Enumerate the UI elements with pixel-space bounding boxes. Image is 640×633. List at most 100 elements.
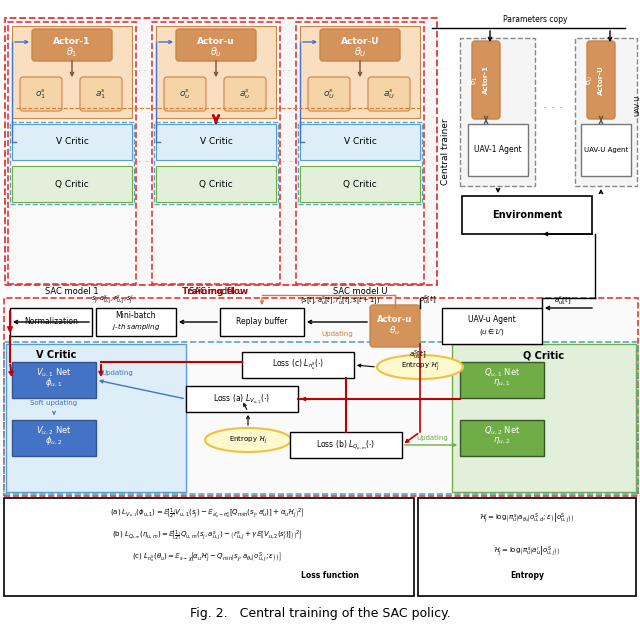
FancyBboxPatch shape — [224, 77, 266, 111]
Text: Central trainer: Central trainer — [440, 119, 449, 185]
Bar — [452, 344, 636, 492]
Bar — [154, 122, 278, 204]
Text: (a) $L_{V_{u,1}}(\phi_{u,1}) = \mathbb{E}\!\left[\frac{1}{2}\!\left(V_{u,1}(s_j): (a) $L_{V_{u,1}}(\phi_{u,1}) = \mathbb{E… — [110, 507, 304, 521]
Text: Entropy: Entropy — [510, 570, 544, 579]
FancyBboxPatch shape — [370, 305, 420, 347]
Text: Q Critic: Q Critic — [343, 180, 377, 189]
FancyBboxPatch shape — [32, 29, 112, 61]
Text: UAV-U
Agent: UAV-U Agent — [634, 94, 640, 116]
Bar — [12, 166, 132, 202]
Text: V Critic: V Critic — [344, 137, 376, 146]
Text: $(u \in \mathcal{U})$: $(u \in \mathcal{U})$ — [479, 327, 505, 337]
Text: Q Critic: Q Critic — [199, 180, 233, 189]
Bar — [8, 22, 136, 284]
Text: V Critic: V Critic — [200, 137, 232, 146]
FancyBboxPatch shape — [368, 77, 410, 111]
Text: Environment: Environment — [492, 210, 562, 220]
Text: $s_j, a_{u,j}^s, r_{u,j}^s, s_j^{\prime}$: $s_j, a_{u,j}^s, r_{u,j}^s, s_j^{\prime}… — [91, 293, 133, 306]
Bar — [152, 22, 280, 284]
Text: $\theta_U$: $\theta_U$ — [354, 45, 366, 59]
Ellipse shape — [205, 428, 291, 452]
Text: Q Critic: Q Critic — [55, 180, 89, 189]
Text: Fig. 2.   Central training of the SAC policy.: Fig. 2. Central training of the SAC poli… — [189, 608, 451, 620]
Bar — [581, 124, 631, 176]
Text: V Critic: V Critic — [36, 350, 76, 360]
FancyBboxPatch shape — [587, 41, 615, 119]
Bar — [462, 196, 592, 234]
Bar — [460, 38, 535, 186]
FancyBboxPatch shape — [80, 77, 122, 111]
Text: $o_u^s$: $o_u^s$ — [179, 87, 191, 101]
Bar — [298, 122, 422, 204]
Text: Actor-u: Actor-u — [197, 37, 235, 46]
Text: Actor-U: Actor-U — [340, 37, 380, 46]
Text: Loss (b) $L_{Q_{u,m}}(\cdot)$: Loss (b) $L_{Q_{u,m}}(\cdot)$ — [317, 439, 376, 451]
Text: . . .: . . . — [543, 99, 563, 111]
Bar — [296, 22, 424, 284]
FancyBboxPatch shape — [308, 77, 350, 111]
Text: $(s[t], a_u^s[t], r_u^s[t], s[t+1])$: $(s[t], a_u^s[t], r_u^s[t], s[t+1])$ — [300, 294, 380, 306]
Bar — [460, 362, 544, 398]
Text: $\mathcal{H}_j^{\prime} = \log\!\left(\pi_u^s\!\left(a_{\theta_u}\!\left(o_{u,d}: $\mathcal{H}_j^{\prime} = \log\!\left(\p… — [479, 511, 575, 526]
FancyBboxPatch shape — [472, 41, 500, 119]
Bar — [156, 124, 276, 160]
Text: (c) $L_{n_u^S}(\theta_u) = \mathbb{E}_{s\sim\chi}\!\left[\alpha_u\mathcal{H}_j^{: (c) $L_{n_u^S}(\theta_u) = \mathbb{E}_{s… — [132, 551, 282, 565]
Bar — [442, 308, 542, 344]
Ellipse shape — [377, 355, 463, 379]
Text: $o_u^S[t]$: $o_u^S[t]$ — [419, 293, 436, 306]
Text: $\phi_{u,2}$: $\phi_{u,2}$ — [45, 435, 63, 448]
Text: Actor-1: Actor-1 — [53, 37, 91, 46]
Text: $\phi_{u,1}$: $\phi_{u,1}$ — [45, 377, 63, 389]
Text: Replay buffer: Replay buffer — [236, 318, 288, 327]
FancyBboxPatch shape — [164, 77, 206, 111]
Text: UAV-u Agent: UAV-u Agent — [468, 315, 516, 325]
Text: V Critic: V Critic — [56, 137, 88, 146]
Bar — [156, 26, 276, 118]
Text: Loss (c) $L_{n_u^S}(\cdot)$: Loss (c) $L_{n_u^S}(\cdot)$ — [272, 358, 324, 372]
Text: Training flow: Training flow — [182, 287, 248, 296]
Text: UAV-1 Agent: UAV-1 Agent — [474, 146, 522, 154]
Text: $a_u^S[t]$: $a_u^S[t]$ — [409, 348, 427, 361]
Text: $\theta_1$: $\theta_1$ — [66, 45, 78, 59]
Bar — [156, 166, 276, 202]
Text: Actor-U: Actor-U — [598, 65, 604, 95]
Text: $\theta_u$: $\theta_u$ — [389, 325, 401, 337]
Text: SAC model U: SAC model U — [333, 287, 387, 296]
Text: Updating: Updating — [101, 370, 132, 376]
Bar — [12, 26, 132, 118]
Text: Soft updating: Soft updating — [31, 400, 77, 406]
Bar — [460, 420, 544, 456]
Bar — [96, 308, 176, 336]
Text: $V_{u,1}$ Net: $V_{u,1}$ Net — [36, 367, 72, 379]
Bar — [220, 308, 304, 336]
Text: $a_U^s$: $a_U^s$ — [383, 87, 395, 101]
Text: $Q_{u,2}$ Net: $Q_{u,2}$ Net — [484, 425, 520, 437]
Text: Updating: Updating — [321, 331, 353, 337]
Bar — [5, 18, 437, 285]
FancyBboxPatch shape — [20, 77, 62, 111]
FancyBboxPatch shape — [176, 29, 256, 61]
Bar — [300, 26, 420, 118]
Bar — [12, 420, 96, 456]
Text: Normalization: Normalization — [24, 318, 78, 327]
Bar — [418, 498, 636, 596]
Text: $a_u^s[t]$: $a_u^s[t]$ — [554, 294, 572, 306]
Text: $\mathcal{H}_j = \log\!\left(\pi_u^s\!\left(a_u^{\prime}\middle|o_{u,j}^S\right): $\mathcal{H}_j = \log\!\left(\pi_u^s\!\l… — [493, 545, 561, 560]
Bar — [468, 124, 528, 176]
Text: $Q_{u,1}$ Net: $Q_{u,1}$ Net — [484, 367, 520, 379]
Text: Loss (a) $L_{V_{u,1}}(\cdot)$: Loss (a) $L_{V_{u,1}}(\cdot)$ — [214, 392, 271, 406]
Bar — [6, 344, 186, 492]
Text: SAC model 1: SAC model 1 — [45, 287, 99, 296]
Text: Updating: Updating — [416, 435, 448, 441]
Bar — [300, 166, 420, 202]
Bar — [12, 362, 96, 398]
Text: (b) $L_{Q_{u,m}}(\eta_{u,m}) = \mathbb{E}\!\left[\frac{1}{2}\!\left(Q_{u,m}(s_j,: (b) $L_{Q_{u,m}}(\eta_{u,m}) = \mathbb{E… — [112, 529, 302, 543]
Text: $o_U^s$: $o_U^s$ — [323, 87, 335, 101]
Bar — [4, 498, 414, 596]
Bar — [242, 352, 354, 378]
Bar — [4, 298, 638, 496]
Text: Actor-1: Actor-1 — [483, 65, 489, 94]
Text: $a_1^s$: $a_1^s$ — [95, 87, 106, 101]
Text: Entropy $\mathcal{H}_j^{\prime}$: Entropy $\mathcal{H}_j^{\prime}$ — [401, 360, 440, 373]
Text: · · ·: · · · — [277, 68, 291, 77]
